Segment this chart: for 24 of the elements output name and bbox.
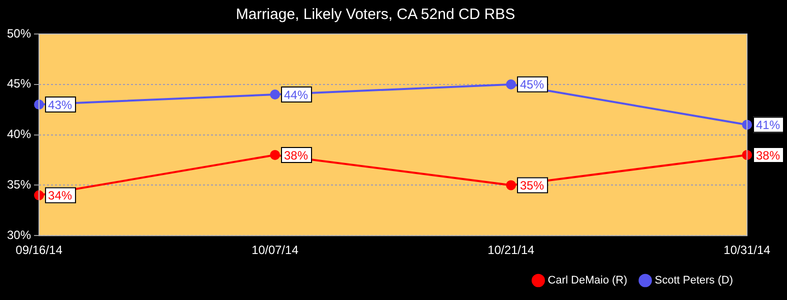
y-tick-label: 35% (6, 178, 32, 192)
data-label: 41% (756, 118, 780, 132)
legend-label: Scott Peters (D) (654, 274, 734, 287)
data-label: 34% (48, 188, 72, 203)
point (270, 89, 280, 100)
y-tick-label: 50% (6, 26, 32, 40)
legend-label: Carl DeMaio (R) (548, 274, 628, 287)
data-label: 35% (520, 178, 544, 193)
data-label: 45% (520, 78, 544, 92)
data-label: 44% (284, 88, 308, 102)
data-label: 38% (756, 148, 780, 162)
y-tick-label: 45% (6, 76, 32, 91)
y-tick-label: 40% (6, 127, 32, 142)
data-label: 43% (48, 98, 72, 112)
point (270, 150, 280, 160)
point (506, 180, 516, 190)
point (506, 79, 516, 90)
y-tick-label: 30% (6, 228, 32, 242)
x-tick-label: 09/16/14 (16, 243, 63, 258)
x-tick-label: 10/21/14 (488, 243, 535, 258)
data-label: 38% (284, 148, 308, 162)
chart-title: Marriage, Likely Voters, CA 52nd CD RBS (236, 6, 516, 24)
x-tick-label: 10/31/14 (724, 243, 771, 258)
x-tick-label: 10/07/14 (252, 243, 299, 258)
